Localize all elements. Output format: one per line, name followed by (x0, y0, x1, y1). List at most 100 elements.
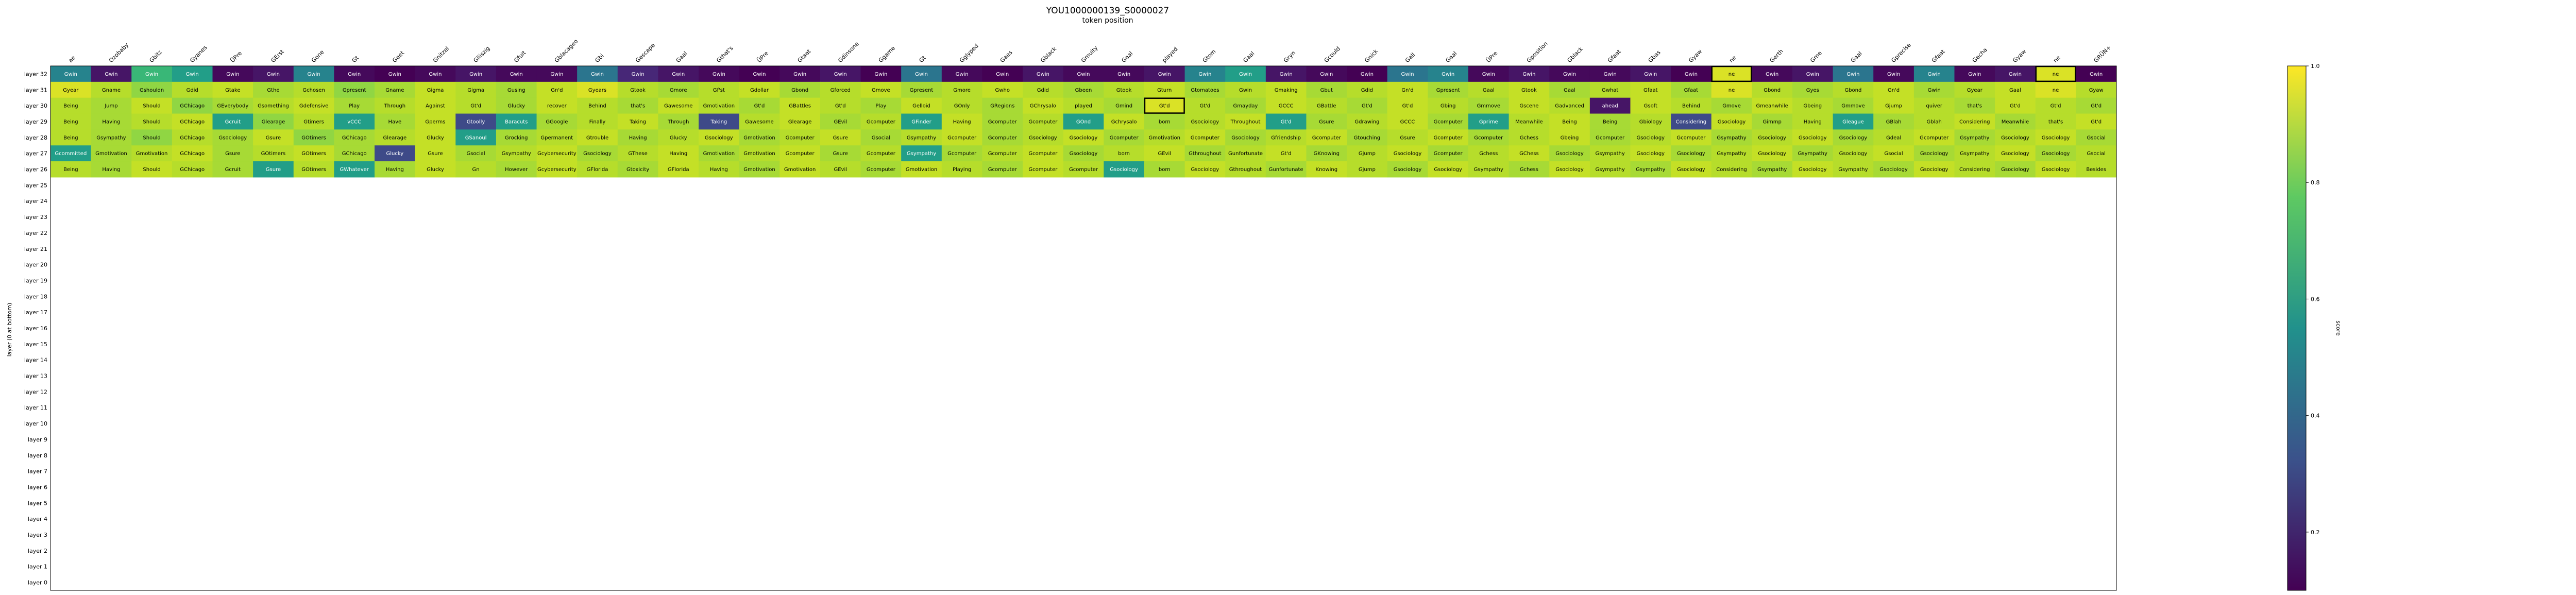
heatmap-cell (1711, 113, 1752, 130)
heatmap-cell (1184, 97, 1226, 114)
x-tick-label: Gliiszig (472, 45, 492, 64)
cell-label: Gdollar (750, 88, 769, 93)
heatmap-cell (577, 97, 618, 114)
x-tick-label: Gyaw (1687, 48, 1703, 64)
heatmap-cell (901, 113, 942, 130)
heatmap-cell (1873, 161, 1914, 178)
heatmap-cell (699, 97, 740, 114)
heatmap-cell (91, 66, 132, 82)
cell-label: Gwin (1928, 88, 1941, 93)
cell-label: Gname (385, 88, 404, 93)
cell-label: Gmove (1722, 104, 1741, 109)
cell-label: Besides (2086, 167, 2106, 173)
x-tick-label: Gecha (1971, 46, 1989, 64)
heatmap-cell (1184, 66, 1226, 82)
heatmap-cell (1387, 81, 1428, 98)
heatmap-cell (1023, 66, 1064, 82)
cell-label: Gn'd (1888, 88, 1900, 93)
heatmap-cell (779, 81, 821, 98)
heatmap-cell (496, 66, 537, 82)
cell-label: Gbing (1440, 104, 1456, 109)
heatmap-cell (1954, 113, 1995, 130)
cell-label: Gsociology (2042, 135, 2070, 141)
heatmap-cell (1063, 66, 1104, 82)
cell-label: Gfriendship (1271, 135, 1301, 141)
heatmap-cell (1144, 66, 1185, 82)
heatmap-cell (1589, 81, 1631, 98)
heatmap-cell (820, 81, 861, 98)
cell-label: Gcomputer (786, 135, 815, 141)
y-tick-label: layer 14 (24, 357, 47, 364)
heatmap-cell (212, 81, 253, 98)
heatmap-cell (131, 66, 173, 82)
cell-label: Should (143, 167, 160, 173)
cell-label: Gpresent (910, 88, 934, 93)
heatmap-cell (496, 145, 537, 162)
heatmap-cell (375, 81, 416, 98)
cell-label: Considering (1959, 167, 1990, 173)
cell-label: Gsociology (2001, 135, 2029, 141)
cell-label: GChicago (342, 135, 367, 141)
cell-label: ne (2053, 72, 2059, 77)
cell-label: Gwin (713, 72, 725, 77)
x-tick-label: Gnick (1363, 48, 1380, 64)
x-tick-label: Gcould (1323, 45, 1342, 64)
heatmap-cell (1468, 161, 1510, 178)
cell-label: Glearage (788, 119, 812, 125)
heatmap-cell (91, 145, 132, 162)
heatmap-cell (1549, 129, 1590, 146)
cell-label: Gtoxicity (626, 167, 649, 173)
heatmap-cell (1184, 161, 1226, 178)
heatmap-cell (1225, 145, 1266, 162)
cell-label: Gsocial (2087, 151, 2106, 157)
cell-label: GFinder (911, 119, 931, 125)
cell-label: Gwin (2090, 72, 2103, 77)
y-tick-label: layer 27 (24, 150, 47, 157)
heatmap-cell (2076, 66, 2117, 82)
heatmap-cell (1752, 66, 1793, 82)
heatmap-cell (536, 161, 578, 178)
cell-label: Gsociology (1231, 135, 1260, 141)
cell-label: Meanwhile (2002, 119, 2029, 125)
cell-label: Gcomputer (867, 167, 896, 173)
cell-label: Gawesome (745, 119, 773, 125)
cell-label: Gjump (1359, 167, 1376, 173)
heatmap-cell (820, 145, 861, 162)
cell-label: Considering (1716, 167, 1747, 173)
cell-label: GOnly (954, 104, 970, 109)
x-tick-label: Gaes (999, 49, 1014, 64)
y-tick-label: layer 25 (24, 182, 47, 189)
cell-label: Gforced (831, 88, 851, 93)
heatmap-cell (1873, 145, 1914, 162)
cell-label: Gmotivation (95, 151, 127, 157)
heatmap-cell (455, 145, 497, 162)
x-tick-label: Gbitz (148, 49, 163, 64)
y-tick-label: layer 12 (24, 388, 47, 395)
cell-label: Gleague (1842, 119, 1864, 125)
heatmap-cell (2035, 66, 2076, 82)
heatmap-cell (1468, 145, 1510, 162)
cell-label: Gelloid (912, 104, 930, 109)
cell-label: Gt'd (754, 104, 765, 109)
y-tick-label: layer 22 (24, 230, 47, 236)
x-tick-label: Ozobaby (108, 41, 130, 64)
heatmap-cell (293, 113, 334, 130)
heatmap-cell (739, 81, 780, 98)
heatmap-cell (820, 66, 861, 82)
cell-label: Being (1562, 119, 1577, 125)
heatmap-cell (617, 81, 658, 98)
heatmap-cell (617, 145, 658, 162)
cell-label: GFlorida (668, 167, 689, 173)
cell-label: Gsociology (1191, 167, 1219, 173)
cell-label: Being (63, 135, 78, 141)
cell-label: Gwin (915, 72, 928, 77)
heatmap-cell (50, 113, 92, 130)
heatmap-cell (91, 97, 132, 114)
cell-label: Gwin (105, 72, 117, 77)
heatmap-cell (1711, 97, 1752, 114)
cell-label: GEvil (1158, 151, 1171, 157)
heatmap-cell (1995, 113, 2036, 130)
x-tick-label: Gposition (1526, 40, 1549, 64)
heatmap-cell (1913, 129, 1955, 146)
heatmap-cell (536, 66, 578, 82)
